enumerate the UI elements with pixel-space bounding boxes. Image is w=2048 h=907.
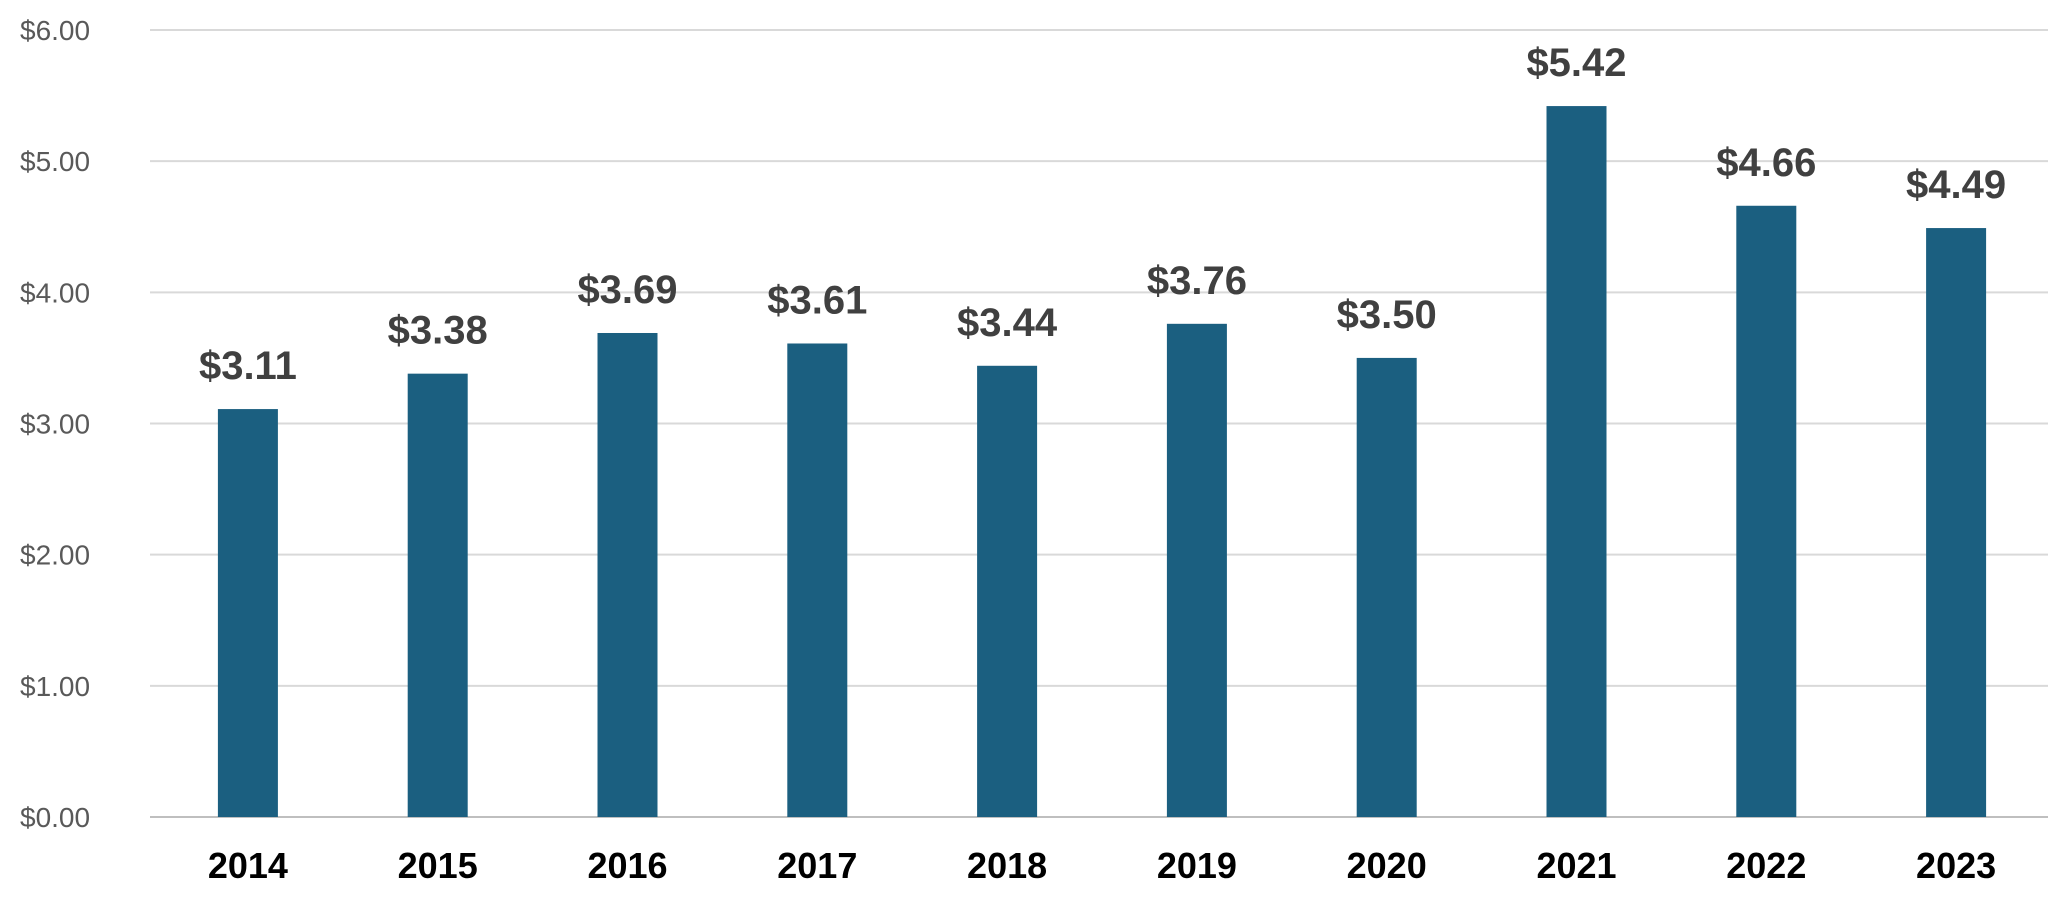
data-label-2020: $3.50 xyxy=(1337,293,1437,337)
y-tick-label: $0.00 xyxy=(20,802,90,833)
x-tick-label-2021: 2021 xyxy=(1536,845,1616,886)
data-label-2021: $5.42 xyxy=(1526,41,1626,85)
bar-2023 xyxy=(1926,228,1987,818)
y-axis-ticks: $0.00 $1.00 $2.00 $3.00 $4.00 $5.00 $6.00 xyxy=(20,15,90,833)
x-tick-label-2019: 2019 xyxy=(1157,845,1237,886)
data-label-2022: $4.66 xyxy=(1716,141,1816,185)
bar-2018 xyxy=(977,365,1038,817)
data-label-2019: $3.76 xyxy=(1147,259,1247,303)
x-axis-ticks: 2014 2015 2016 2017 2018 2019 2020 2021 2022 2023 xyxy=(208,845,1996,886)
bars xyxy=(217,106,1987,818)
data-label-2014: $3.11 xyxy=(199,344,297,388)
y-tick-label: $2.00 xyxy=(20,540,90,571)
y-tick-label: $5.00 xyxy=(20,146,90,177)
bar-2017 xyxy=(787,343,848,817)
bar-2019 xyxy=(1166,323,1227,817)
data-labels: $3.11 $3.38 $3.69 $3.61 $3.44 $3.76 $3.50 $5.42… xyxy=(199,41,2006,388)
x-tick-label-2014: 2014 xyxy=(208,845,288,886)
data-label-2023: $4.49 xyxy=(1906,163,2006,207)
x-tick-label-2017: 2017 xyxy=(777,845,857,886)
data-label-2016: $3.69 xyxy=(577,268,677,312)
bar-2016 xyxy=(597,332,658,817)
data-label-2017: $3.61 xyxy=(767,278,867,322)
x-tick-label-2022: 2022 xyxy=(1726,845,1806,886)
bar-2014 xyxy=(217,409,278,817)
x-tick-label-2015: 2015 xyxy=(398,845,478,886)
bar-2022 xyxy=(1736,205,1797,818)
y-tick-label: $1.00 xyxy=(20,671,90,702)
x-tick-label-2018: 2018 xyxy=(967,845,1047,886)
bar-2021 xyxy=(1546,106,1607,818)
x-tick-label-2023: 2023 xyxy=(1916,845,1996,886)
bar-2020 xyxy=(1356,357,1417,817)
x-tick-label-2016: 2016 xyxy=(587,845,667,886)
x-tick-label-2020: 2020 xyxy=(1347,845,1427,886)
data-label-2015: $3.38 xyxy=(388,309,488,353)
y-tick-label: $4.00 xyxy=(20,277,90,308)
y-tick-label: $6.00 xyxy=(20,15,90,46)
y-tick-label: $3.00 xyxy=(20,409,90,440)
bar-2015 xyxy=(407,373,468,817)
data-label-2018: $3.44 xyxy=(957,301,1058,345)
